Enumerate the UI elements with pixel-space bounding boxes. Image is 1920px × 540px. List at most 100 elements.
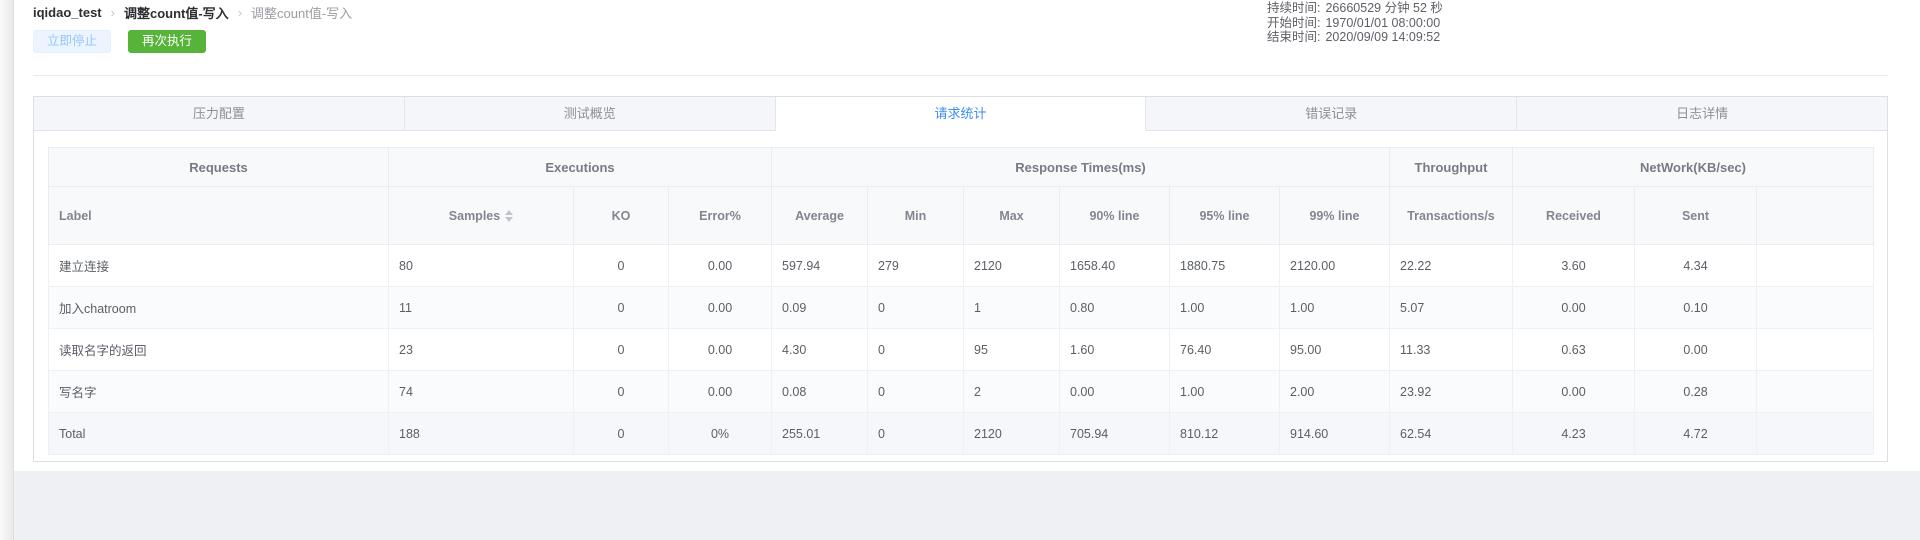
start-time-value: 1970/01/01 08:00:00 <box>1325 15 1441 30</box>
statistics-content: Requests Executions Response Times(ms) T… <box>34 131 1887 455</box>
cell-received: 0.63 <box>1512 328 1635 371</box>
cell-max: 2120 <box>963 244 1060 287</box>
cell-received: 4.23 <box>1512 412 1635 455</box>
cell-error: 0.00 <box>668 244 772 287</box>
table-row-total: Total 188 0 0% 255.01 0 2120 705.94 810.… <box>48 412 1875 455</box>
group-header-executions: Executions <box>388 147 772 187</box>
cell-label: 建立连接 <box>48 244 389 287</box>
tab-bar: 压力配置 测试概览 请求统计 错误记录 日志详情 <box>34 97 1887 131</box>
run-again-button[interactable]: 再次执行 <box>128 30 207 53</box>
tab-error-log[interactable]: 错误记录 <box>1146 97 1518 131</box>
cell-received: 0.00 <box>1512 286 1635 329</box>
cell-samples: 23 <box>388 328 574 371</box>
cell-min: 0 <box>867 328 964 371</box>
col-header-ko: KO <box>573 186 669 245</box>
breadcrumb-separator-icon: › <box>110 5 115 20</box>
group-header-network: NetWork(KB/sec) <box>1511 147 1875 187</box>
cell-transactions: 23.92 <box>1389 370 1513 413</box>
cell-max: 2 <box>963 370 1060 413</box>
start-time-label: 开始时间: <box>1267 15 1321 30</box>
col-header-label: Label <box>48 186 389 245</box>
breadcrumb-separator-icon: › <box>237 5 243 20</box>
duration-value: 26660529 分钟 52 秒 <box>1325 1 1443 15</box>
group-header-response-times: Response Times(ms) <box>771 147 1390 187</box>
cell-99line: 1.00 <box>1279 286 1390 329</box>
table-row: 加入chatroom 11 0 0.00 0.09 0 1 0.80 1.00 … <box>48 286 1875 329</box>
group-header-throughput: Throughput <box>1389 147 1513 187</box>
cell-90line: 0.80 <box>1059 286 1170 329</box>
col-header-transactions: Transactions/s <box>1389 186 1513 245</box>
cell-95line: 810.12 <box>1169 412 1280 455</box>
tab-log-detail[interactable]: 日志详情 <box>1517 97 1887 131</box>
cell-spacer <box>1755 370 1875 413</box>
cell-average: 0.09 <box>771 286 868 329</box>
start-time-line: 开始时间: 1970/01/01 08:00:00 <box>1267 16 1443 31</box>
cell-label: 加入chatroom <box>48 286 389 329</box>
col-header-sent: Sent <box>1634 186 1757 245</box>
action-buttons: 立即停止 再次执行 <box>33 30 207 53</box>
sort-icon[interactable] <box>505 210 514 223</box>
cell-transactions: 11.33 <box>1389 328 1513 371</box>
cell-spacer <box>1755 286 1875 329</box>
table-row: 建立连接 80 0 0.00 597.94 279 2120 1658.40 1… <box>48 244 1875 287</box>
header-divider <box>33 75 1888 76</box>
cell-99line: 2.00 <box>1279 370 1390 413</box>
tab-request-statistics[interactable]: 请求统计 <box>775 97 1147 131</box>
cell-sent: 0.28 <box>1634 370 1757 413</box>
cell-max: 2120 <box>963 412 1060 455</box>
col-header-spacer <box>1755 186 1875 245</box>
cell-ko: 0 <box>573 244 669 287</box>
col-header-average: Average <box>771 186 868 245</box>
stop-now-button[interactable]: 立即停止 <box>33 30 112 53</box>
tab-test-overview[interactable]: 测试概览 <box>404 97 776 131</box>
cell-max: 1 <box>963 286 1060 329</box>
cell-max: 95 <box>963 328 1060 371</box>
breadcrumb-item-plan[interactable]: 调整count值-写入 <box>123 6 229 21</box>
cell-label: Total <box>48 412 389 455</box>
col-header-samples[interactable]: Samples <box>388 186 574 245</box>
cell-ko: 0 <box>573 412 669 455</box>
cell-samples: 80 <box>388 244 574 287</box>
group-header-requests: Requests <box>48 147 389 187</box>
cell-95line: 1880.75 <box>1169 244 1280 287</box>
breadcrumb-item-project[interactable]: iqidao_test <box>33 5 102 20</box>
cell-ko: 0 <box>573 370 669 413</box>
cell-received: 0.00 <box>1512 370 1635 413</box>
cell-95line: 1.00 <box>1169 370 1280 413</box>
cell-label: 写名字 <box>48 370 389 413</box>
statistics-table: Requests Executions Response Times(ms) T… <box>48 147 1875 455</box>
cell-min: 0 <box>867 370 964 413</box>
col-header-95line: 95% line <box>1169 186 1280 245</box>
column-header-row: Label Samples KO Error% Average Min Max … <box>48 186 1875 245</box>
cell-95line: 1.00 <box>1169 286 1280 329</box>
cell-min: 0 <box>867 412 964 455</box>
cell-error: 0% <box>668 412 772 455</box>
breadcrumb-item-current: 调整count值-写入 <box>251 6 353 21</box>
window-left-edge <box>0 0 14 540</box>
end-time-label: 结束时间: <box>1267 30 1321 45</box>
cell-95line: 76.40 <box>1169 328 1280 371</box>
tab-pressure-config[interactable]: 压力配置 <box>34 97 405 131</box>
cell-error: 0.00 <box>668 370 772 413</box>
cell-min: 279 <box>867 244 964 287</box>
cell-samples: 188 <box>388 412 574 455</box>
cell-spacer <box>1755 412 1875 455</box>
cell-spacer <box>1755 244 1875 287</box>
cell-min: 0 <box>867 286 964 329</box>
col-header-max: Max <box>963 186 1060 245</box>
cell-transactions: 5.07 <box>1389 286 1513 329</box>
cell-average: 597.94 <box>771 244 868 287</box>
duration-line: 持续时间: 26660529 分钟 52 秒 <box>1267 1 1443 16</box>
run-info: 持续时间: 26660529 分钟 52 秒 开始时间: 1970/01/01 08… <box>1267 1 1443 45</box>
cell-ko: 0 <box>573 328 669 371</box>
col-header-min: Min <box>867 186 964 245</box>
duration-label: 持续时间: <box>1267 1 1321 15</box>
col-header-received: Received <box>1512 186 1635 245</box>
cell-90line: 1.60 <box>1059 328 1170 371</box>
cell-99line: 95.00 <box>1279 328 1390 371</box>
table-row: 写名字 74 0 0.00 0.08 0 2 0.00 1.00 2.00 23… <box>48 370 1875 413</box>
cell-average: 255.01 <box>771 412 868 455</box>
cell-90line: 0.00 <box>1059 370 1170 413</box>
breadcrumb: iqidao_test › 调整count值-写入 › 调整count值-写入 <box>33 3 352 22</box>
cell-sent: 0.00 <box>1634 328 1757 371</box>
